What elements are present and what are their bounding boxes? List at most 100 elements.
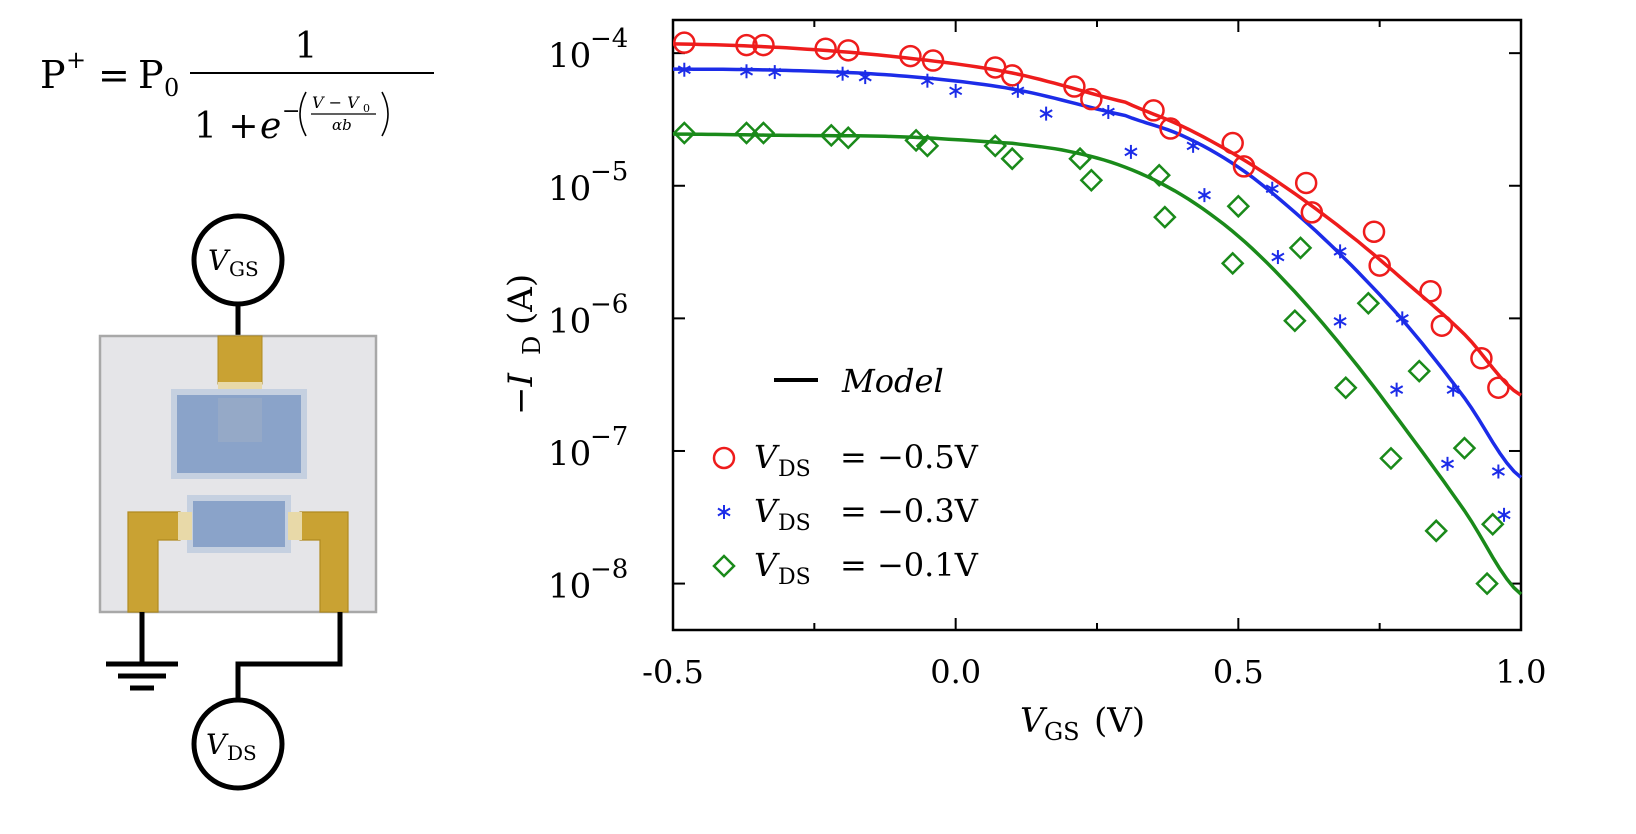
- data-point-series-1: [921, 49, 945, 72]
- data-point-series-2: [1124, 144, 1138, 159]
- y-tick-label: 10: [548, 36, 591, 76]
- y-axis-label-sub: D: [518, 336, 546, 355]
- formula-paren-right: [381, 91, 389, 137]
- data-point-series-2: [920, 73, 934, 88]
- formula-exp-minus: −: [282, 99, 300, 124]
- vgs-label-sub: GS: [229, 257, 259, 281]
- data-point-series-2: [1333, 314, 1347, 329]
- formula-exp-numerator: V − V: [312, 93, 360, 112]
- data-point-series-3: [983, 134, 1008, 158]
- data-point-series-1: [1368, 254, 1391, 277]
- data-point-series-1: [1080, 87, 1103, 111]
- data-point-series-3: [819, 123, 844, 148]
- data-point-series-1: [1159, 117, 1182, 140]
- legend-label-var: V: [754, 492, 780, 530]
- data-point-series-3: [1407, 359, 1432, 383]
- vds-wire: [235, 612, 343, 700]
- legend-label-var: V: [754, 438, 780, 476]
- data-point-series-2: [739, 64, 754, 79]
- data-point-series-1: [1063, 75, 1086, 98]
- legend-marker-series-1: [712, 446, 736, 470]
- data-point-series-2: [1497, 507, 1511, 522]
- formula-exp-denominator: αb: [332, 116, 352, 134]
- plot-frame: [671, 18, 1523, 632]
- data-point-series-3: [1452, 436, 1477, 460]
- x-axis-label-sub: GS: [1044, 718, 1080, 746]
- data-point-series-2: [1011, 83, 1025, 98]
- data-point-series-2: [1440, 456, 1455, 471]
- data-point-series-2: [1395, 311, 1409, 326]
- legend-label-sub: DS: [778, 565, 811, 590]
- x-axis-label: V GS (V): [1020, 701, 1145, 746]
- data-point-series-1: [1300, 201, 1324, 224]
- y-tick-label: 10: [548, 169, 591, 209]
- data-point-series-1: [1294, 171, 1318, 195]
- data-point-series-3: [1147, 163, 1171, 188]
- data-point-series-1: [1487, 376, 1510, 399]
- legend-label-var: V: [754, 546, 780, 584]
- circuit-diagram: V GS V DS: [98, 213, 378, 791]
- source-contact-fade: [178, 512, 192, 540]
- data-point-series-2: [1265, 181, 1279, 196]
- y-axis-label-var: −I: [501, 373, 541, 415]
- data-point-series-3: [1333, 375, 1358, 400]
- data-point-series-3: [1079, 168, 1104, 193]
- y-tick-label-exponent: −6: [590, 289, 628, 319]
- x-tick-label: 0.5: [1213, 653, 1264, 691]
- y-tick-label-exponent: −8: [590, 555, 628, 585]
- legend-label-value: = −0.5V: [840, 438, 979, 476]
- data-point-series-3: [1220, 251, 1245, 276]
- y-axis-label: −I D (A): [501, 274, 546, 415]
- data-point-series-2: [677, 62, 691, 77]
- formula-paren-left: [299, 91, 307, 137]
- formula-equals: =: [98, 53, 130, 97]
- data-point-series-2: [768, 65, 782, 80]
- formula-lhs-sup: +: [66, 46, 86, 74]
- legend-marker-series-3: [712, 554, 736, 578]
- axis-ticks: -0.5 0.0 0.5 1.010−410−510−610−710−8: [548, 20, 1546, 691]
- data-point-series-2: [858, 70, 872, 85]
- x-tick-label: 1.0: [1496, 653, 1547, 691]
- data-point-series-2: [1271, 250, 1285, 265]
- data-point-series-2: [1491, 464, 1505, 479]
- legend-model-label: Model: [841, 362, 944, 400]
- gate-overlap: [218, 398, 262, 442]
- formula-numerator: 1: [295, 26, 318, 67]
- x-axis-label-unit: (V): [1094, 701, 1145, 741]
- x-tick-label: 0.0: [930, 653, 981, 691]
- data-point-series-1: [1000, 64, 1024, 87]
- model-curve-series-1: [672, 42, 1522, 397]
- data-point-series-3: [904, 128, 928, 153]
- data-point-series-2: [1101, 104, 1115, 119]
- legend-label-sub: DS: [778, 511, 811, 536]
- gate-contact: [217, 335, 263, 385]
- y-tick-label-exponent: −5: [590, 157, 628, 187]
- data-point-series-3: [1226, 194, 1251, 219]
- data-points: [672, 31, 1511, 596]
- data-point-series-1: [735, 33, 758, 57]
- legend-label-value: = −0.1V: [840, 546, 979, 584]
- vds-label: V: [206, 728, 229, 761]
- data-point-series-2: [1197, 188, 1211, 203]
- vgs-label: V: [208, 244, 231, 277]
- data-point-series-3: [751, 121, 776, 145]
- data-point-series-1: [1470, 347, 1493, 370]
- formula-lhs: P: [40, 53, 66, 97]
- data-point-series-1: [1362, 220, 1386, 243]
- data-point-series-2: [1446, 382, 1460, 397]
- y-tick-label: 10: [548, 301, 591, 341]
- formula-e: e: [260, 106, 281, 147]
- formula-denominator-one: 1 +: [194, 106, 259, 147]
- legend-label-sub: DS: [778, 457, 811, 482]
- data-point-series-3: [1068, 146, 1092, 171]
- data-point-series-1: [1430, 314, 1454, 337]
- data-point-series-1: [1142, 99, 1165, 122]
- id-vgs-chart: -0.5 0.0 0.5 1.010−410−510−610−710−8 V GS (…: [501, 18, 1546, 746]
- y-tick-label-exponent: −7: [590, 422, 628, 452]
- data-point-series-3: [734, 121, 759, 145]
- data-point-series-1: [814, 37, 837, 60]
- data-point-series-2: [1039, 106, 1053, 121]
- vds-label-sub: DS: [227, 741, 257, 765]
- drain-contact-fade: [288, 512, 302, 540]
- data-point-series-1: [899, 44, 922, 68]
